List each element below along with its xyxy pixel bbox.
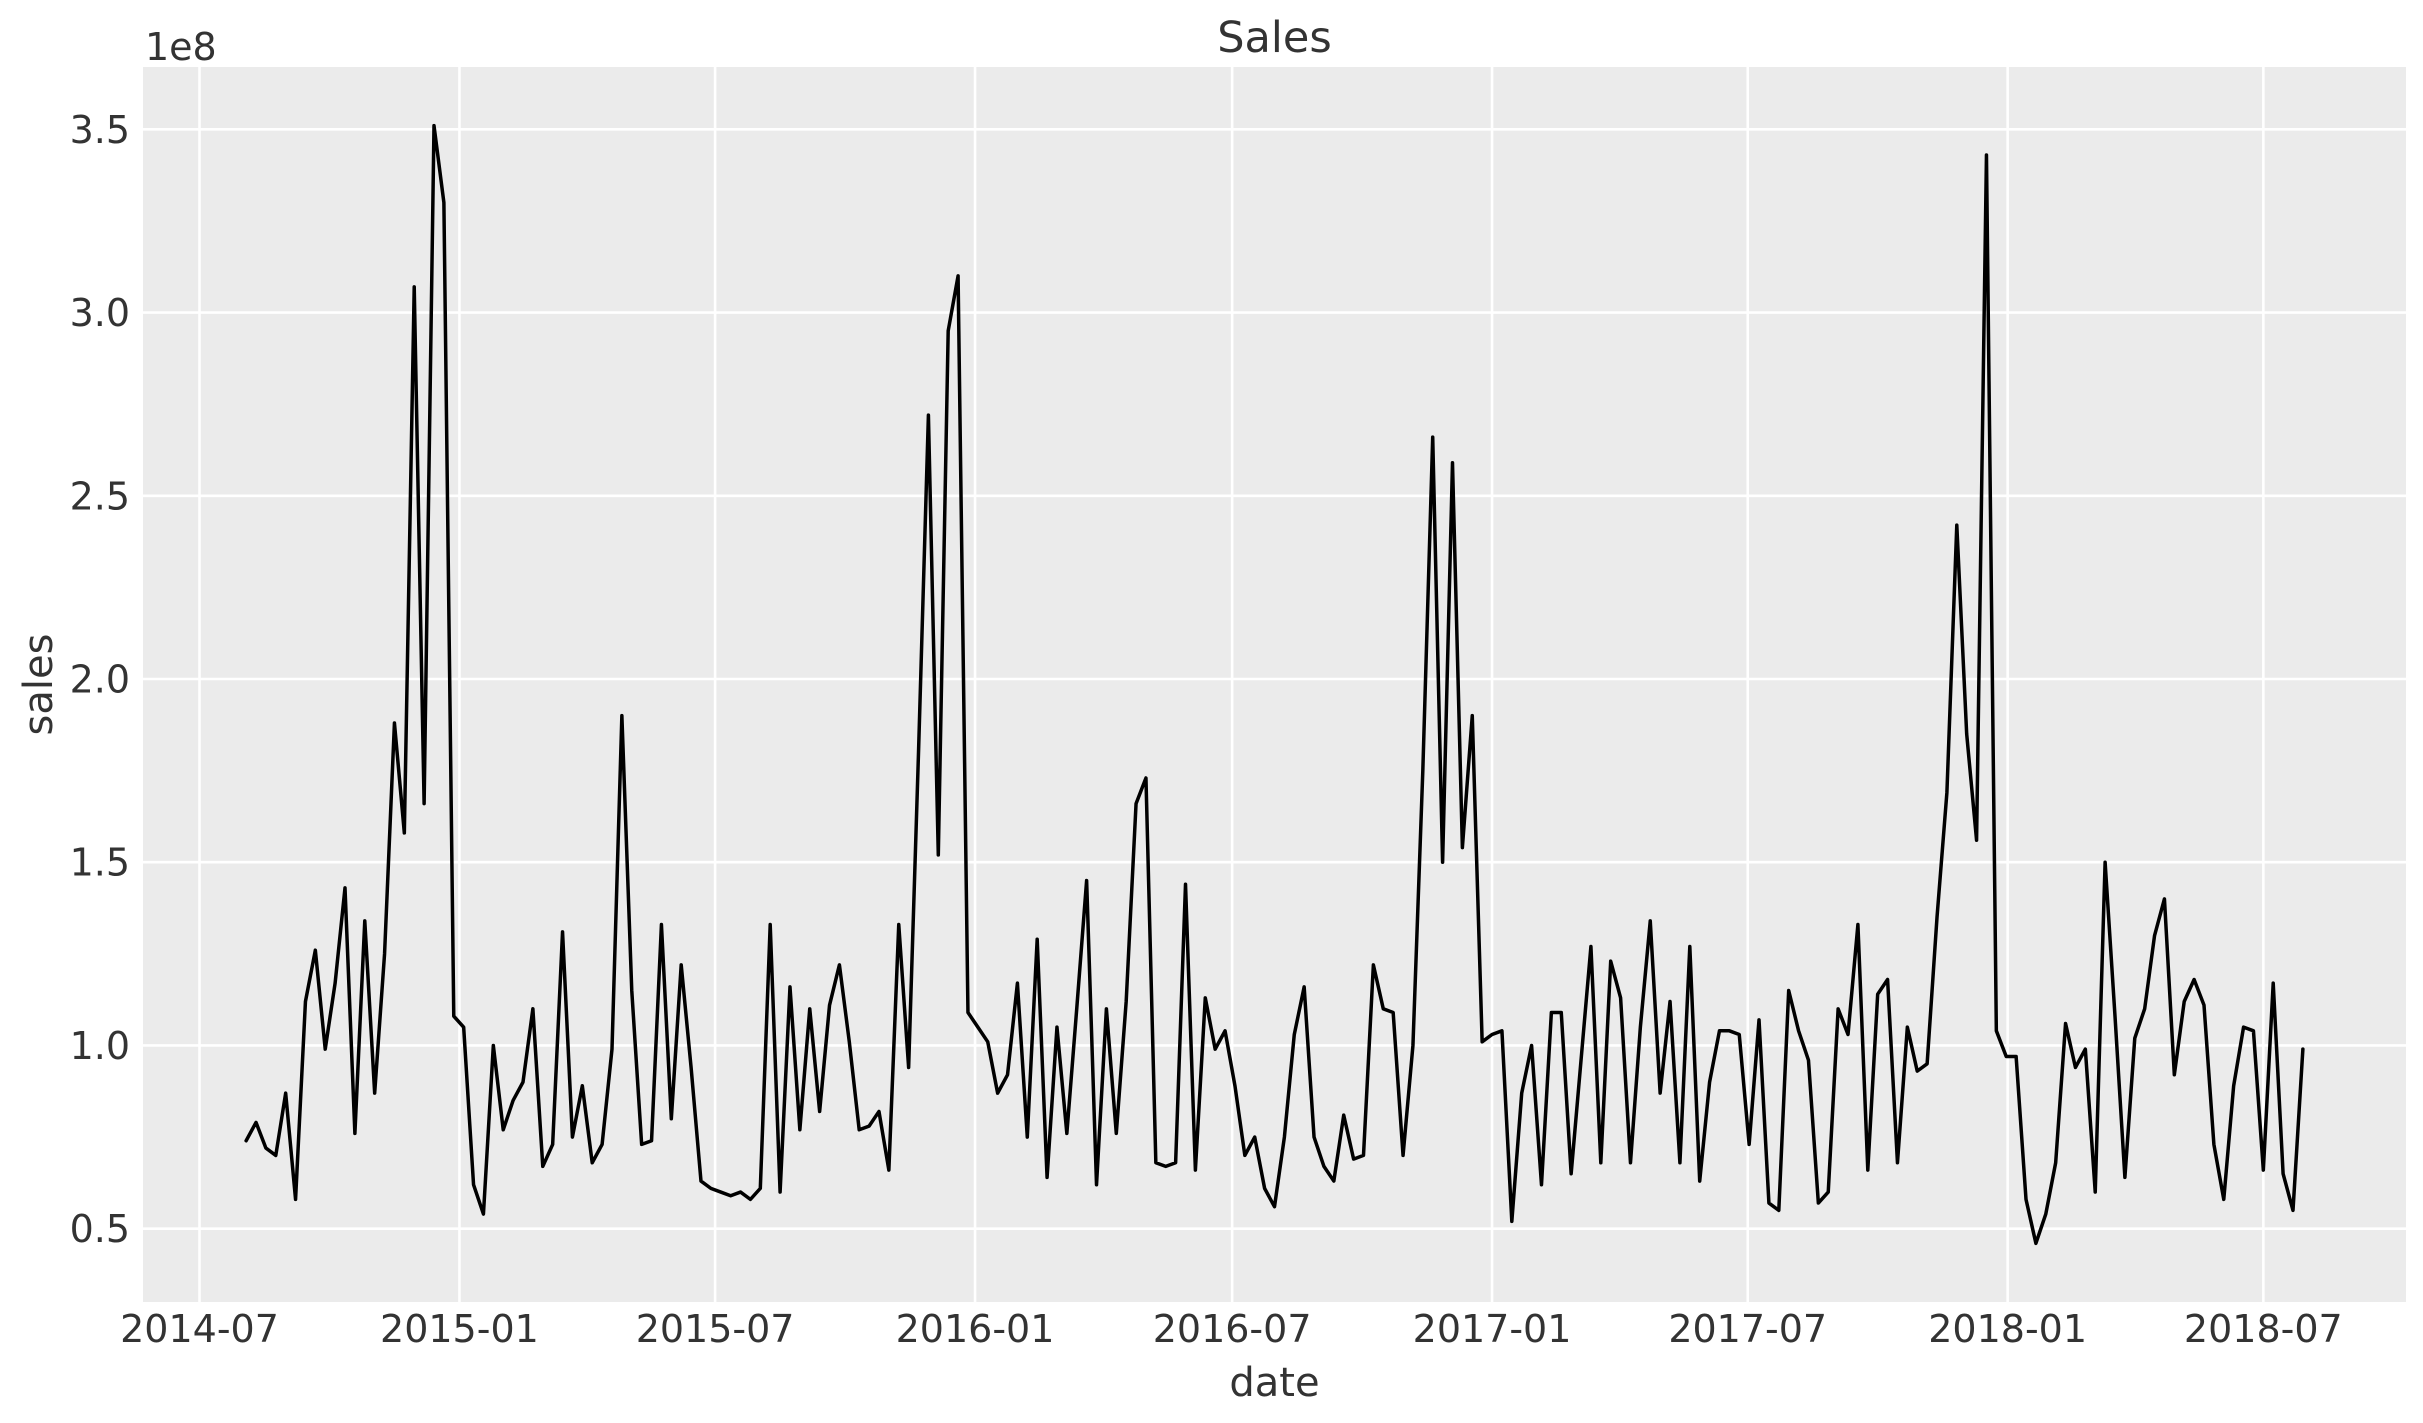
y-tick-label: 2.0	[70, 658, 130, 702]
y-axis-label: sales	[16, 634, 62, 736]
x-tick-label: 2017-07	[1668, 1307, 1827, 1351]
y-tick-label: 3.5	[70, 108, 130, 152]
x-tick-label: 2014-07	[120, 1307, 279, 1351]
y-tick-label: 0.5	[70, 1207, 130, 1251]
chart-title: Sales	[1217, 13, 1331, 63]
y-axis-offset-text: 1e8	[145, 25, 217, 69]
y-tick-label: 1.0	[70, 1024, 130, 1068]
y-tick-label: 1.5	[70, 841, 130, 885]
x-tick-labels: 2014-07 2015-01 2015-07 2016-01 2016-07 2017-…	[120, 1307, 2343, 1351]
x-tick-label: 2015-07	[636, 1307, 795, 1351]
series-layer	[244, 123, 2305, 1246]
x-tick-label: 2016-07	[1153, 1307, 1312, 1351]
x-tick-label: 2015-01	[380, 1307, 539, 1351]
x-axis-label: date	[1229, 1360, 1319, 1406]
y-tick-label: 3.0	[70, 291, 130, 335]
plot-area	[143, 67, 2406, 1302]
grid	[143, 67, 2406, 1302]
x-tick-label: 2018-07	[2184, 1307, 2343, 1351]
y-tick-label: 2.5	[70, 474, 130, 518]
sales-line-series	[244, 123, 2305, 1246]
x-tick-label: 2018-01	[1928, 1307, 2087, 1351]
x-tick-label: 2017-01	[1413, 1307, 1572, 1351]
x-tick-label: 2016-01	[896, 1307, 1055, 1351]
y-tick-labels: 0.5 1.0 1.5 2.0 2.5 3.0 3.5	[70, 108, 130, 1251]
